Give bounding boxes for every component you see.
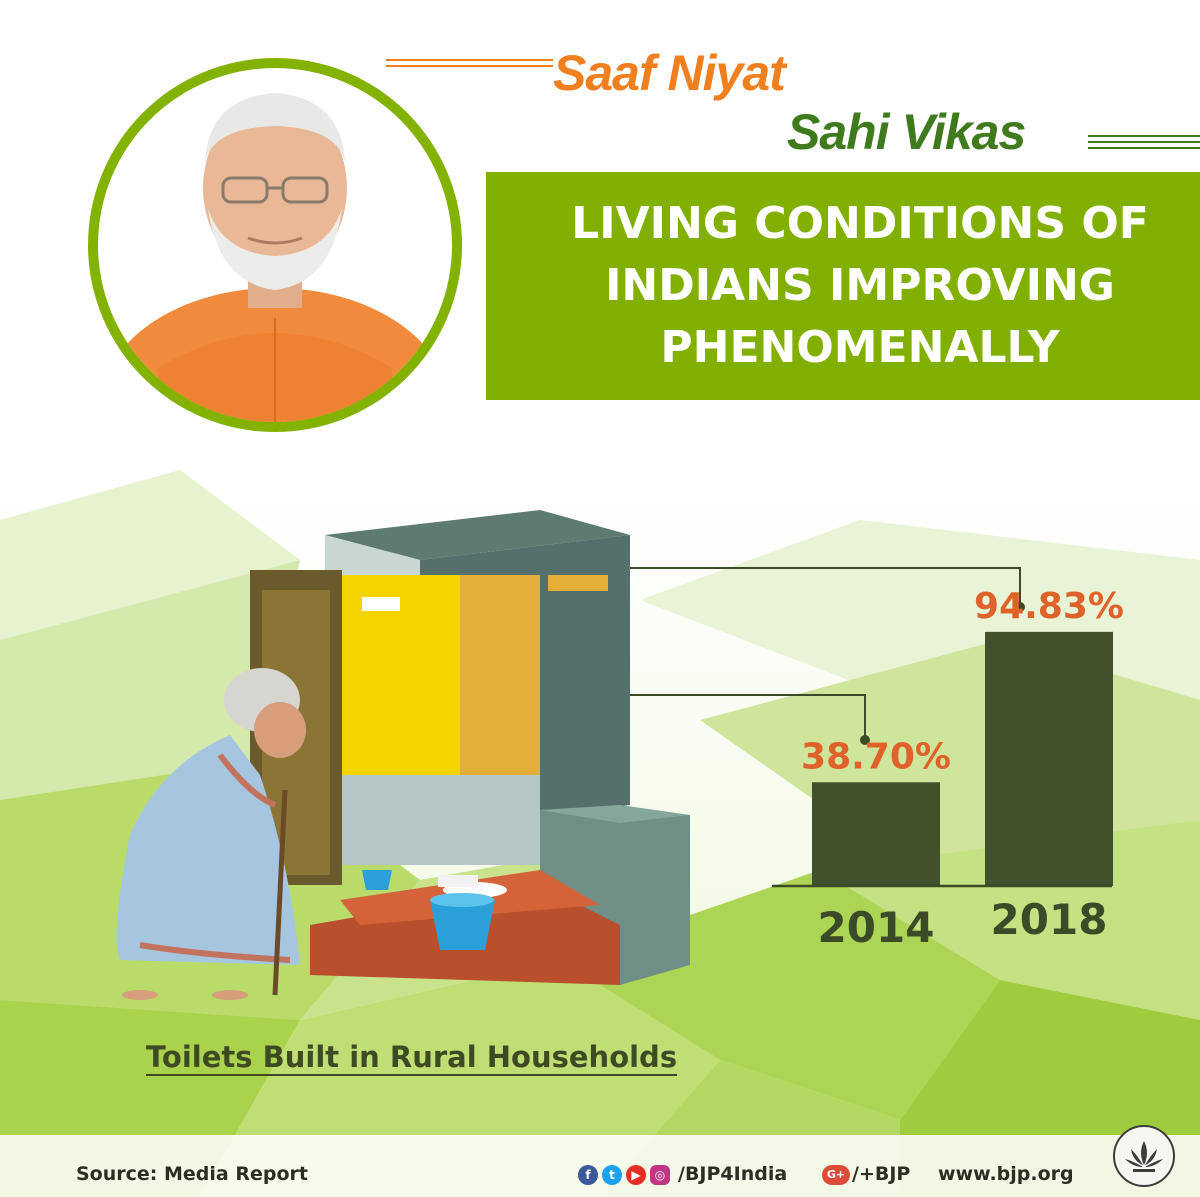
leader-lines <box>630 567 1025 745</box>
bar-chart: 38.70% 2014 94.83% 2018 <box>630 567 1124 952</box>
youtube-icon[interactable]: ▶ <box>626 1165 646 1185</box>
slogan-line-1: Saaf Niyat <box>553 45 786 101</box>
chart-caption: Toilets Built in Rural Households <box>146 1040 678 1074</box>
source-text: Source: Media Report <box>76 1163 308 1185</box>
headline-line-1: LIVING CONDITIONS OF <box>571 198 1149 249</box>
bar-2018 <box>985 631 1113 886</box>
headline-banner <box>486 172 1200 400</box>
bar-2014 <box>812 782 940 886</box>
social-handle[interactable]: /BJP4India <box>678 1163 788 1185</box>
value-label-2014: 38.70% <box>801 736 951 777</box>
toilet-illustration <box>116 510 690 1000</box>
instagram-icon[interactable]: ◎ <box>650 1165 670 1185</box>
slogan-line-2: Sahi Vikas <box>787 104 1026 160</box>
person-illustration <box>100 93 450 422</box>
tick-label-2018: 2018 <box>991 895 1108 944</box>
value-label-2018: 94.83% <box>974 586 1124 627</box>
twitter-icon[interactable]: t <box>602 1165 622 1185</box>
portrait-photo <box>98 68 452 422</box>
headline-line-3: PHENOMENALLY <box>660 322 1060 373</box>
gplus-handle[interactable]: /+BJP <box>852 1163 911 1185</box>
lotus-logo-icon <box>1113 1125 1175 1187</box>
tick-label-2014: 2014 <box>818 903 935 952</box>
google-plus-icon[interactable]: G+ <box>822 1165 850 1185</box>
facebook-icon[interactable]: f <box>578 1165 598 1185</box>
portrait-frame <box>88 58 462 432</box>
headline-line-2: INDIANS IMPROVING <box>605 260 1115 311</box>
headline: LIVING CONDITIONS OF INDIANS IMPROVING P… <box>520 193 1200 379</box>
website-link[interactable]: www.bjp.org <box>938 1163 1074 1185</box>
